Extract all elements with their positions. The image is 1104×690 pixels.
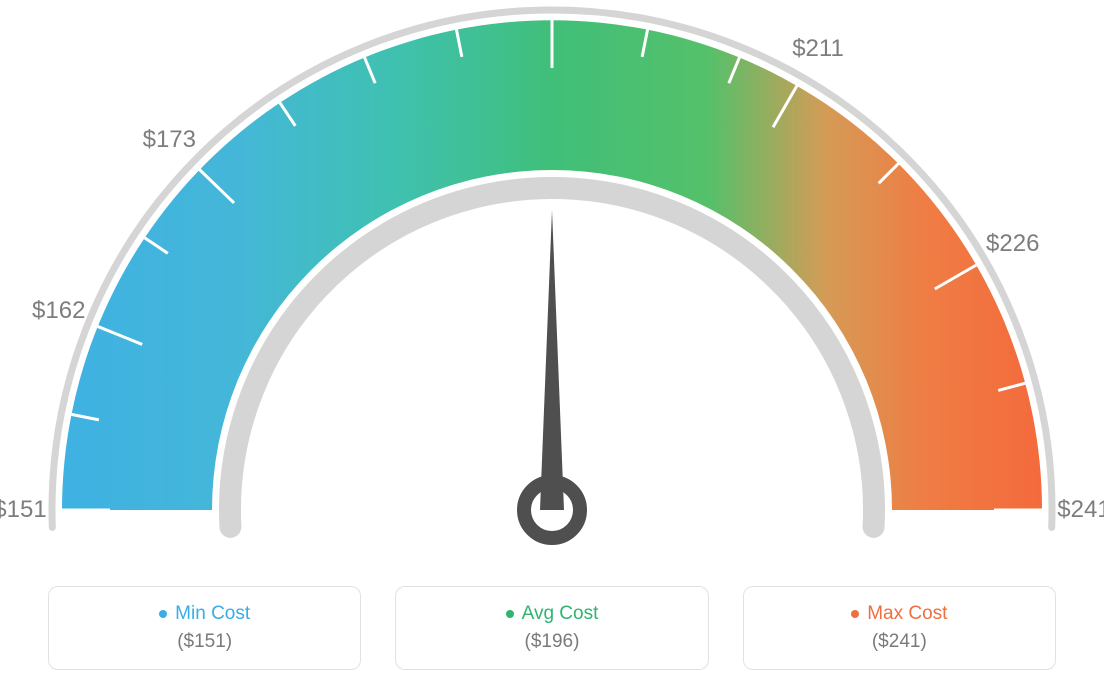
gauge-tick-label: $241 [1057,496,1104,524]
gauge-tick-label: $162 [32,297,85,325]
gauge-tick-label: $151 [0,496,47,524]
legend-row: Min Cost ($151) Avg Cost ($196) Max Cost ($24… [0,586,1104,670]
gauge-chart: $151$162$173$196$211$226$241 [0,0,1104,560]
legend-title: Avg Cost [506,603,599,625]
gauge-needle [540,210,564,510]
gauge-tick-label: $211 [792,35,844,63]
legend-title: Max Cost [851,603,947,625]
legend-value-text: ($241) [872,631,927,653]
legend-card-avg: Avg Cost ($196) [395,586,708,670]
legend-title: Min Cost [159,603,250,625]
legend-dot-icon [851,610,859,618]
gauge-svg [0,0,1104,560]
legend-label-text: Min Cost [175,603,250,625]
legend-dot-icon [506,610,514,618]
legend-card-max: Max Cost ($241) [743,586,1056,670]
gauge-tick-label: $226 [986,230,1039,258]
legend-value-text: ($151) [177,631,232,653]
legend-value-text: ($196) [525,631,580,653]
legend-dot-icon [159,610,167,618]
legend-label-text: Max Cost [867,603,947,625]
gauge-tick-label: $173 [143,126,196,154]
legend-label-text: Avg Cost [522,603,599,625]
legend-card-min: Min Cost ($151) [48,586,361,670]
